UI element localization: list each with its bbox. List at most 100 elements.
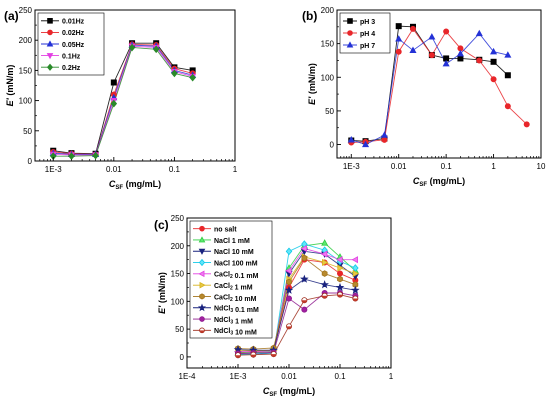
data-point bbox=[286, 278, 292, 286]
data-point bbox=[457, 55, 464, 62]
x-axis-label: CSF (mg/mL) bbox=[263, 386, 315, 398]
y-axis-label-unit: (mN/m) bbox=[307, 63, 317, 97]
data-point bbox=[110, 79, 117, 86]
legend-label: NdCl3 0.1 mM bbox=[214, 306, 259, 315]
data-point-fill bbox=[235, 355, 241, 358]
legend-marker bbox=[346, 41, 354, 48]
data-point bbox=[320, 250, 328, 258]
data-point bbox=[352, 270, 360, 278]
x-tick-label: 0.01 bbox=[281, 372, 297, 381]
y-axis-label-unit: (mN/m) bbox=[5, 65, 15, 99]
legend-text: CaCl bbox=[214, 283, 230, 290]
data-point bbox=[189, 73, 196, 82]
data-point bbox=[321, 292, 328, 299]
data-point bbox=[301, 306, 308, 313]
data-point bbox=[152, 45, 160, 54]
data-point bbox=[409, 46, 417, 53]
chart-panel-1: (a) 1E-3 0.01 0.1 1 0 50 100 150 200 250 CSF (mg/mL… bbox=[4, 6, 238, 191]
y-tick-label: 150 bbox=[171, 270, 185, 279]
x-tick-label: 1E-3 bbox=[230, 372, 247, 381]
legend-entry: NdCl3 0.1 mM bbox=[193, 303, 259, 315]
data-point bbox=[285, 247, 293, 256]
panel-label: (c) bbox=[154, 218, 169, 232]
data-point bbox=[347, 136, 355, 143]
legend-label: pH 3 bbox=[360, 19, 375, 26]
data-point-fill bbox=[352, 298, 358, 302]
y-axis-label-symbol: E' bbox=[307, 96, 317, 105]
legend-text: NdCl bbox=[214, 328, 230, 335]
data-point bbox=[490, 76, 497, 83]
data-point bbox=[285, 267, 292, 275]
legend-text: NaCl 1 mM bbox=[214, 238, 250, 245]
x-axis: 1E-4 1E-3 0.01 0.1 1 bbox=[179, 364, 394, 381]
series-line-1 bbox=[53, 42, 193, 155]
legend-entry: no salt bbox=[193, 225, 237, 233]
legend-entry: CaCl2 0.1 mM bbox=[193, 270, 259, 280]
data-point bbox=[322, 258, 329, 266]
y-tick-label: 100 bbox=[321, 73, 335, 82]
legend-marker bbox=[46, 40, 54, 47]
legend-entry: 0.2Hz bbox=[41, 63, 81, 72]
x-axis-label-subscript: SF bbox=[269, 392, 277, 398]
legend-entry: pH 7 bbox=[343, 41, 375, 50]
data-point bbox=[270, 351, 277, 358]
data-point bbox=[352, 264, 359, 272]
legend-text: CaCl bbox=[214, 272, 230, 279]
legend-text: no salt bbox=[214, 226, 237, 233]
data-point bbox=[320, 280, 329, 289]
legend-label: 0.1Hz bbox=[62, 53, 81, 60]
data-point bbox=[351, 256, 358, 264]
series-line-2 bbox=[53, 43, 193, 155]
x-axis-label-symbol: C bbox=[263, 386, 270, 396]
y-tick-label: 0 bbox=[330, 141, 335, 150]
data-point bbox=[362, 140, 370, 148]
y-tick-label: 0 bbox=[28, 157, 33, 166]
data-point bbox=[337, 264, 344, 272]
legend: 0.01Hz 0.02Hz 0.05Hz 0.1Hz 0.2Hz bbox=[37, 12, 105, 76]
x-tick-label: 0.01 bbox=[106, 165, 122, 174]
y-tick-label: 50 bbox=[23, 127, 32, 136]
data-point bbox=[490, 47, 498, 55]
legend-marker-fill bbox=[199, 330, 205, 333]
data-point bbox=[490, 58, 497, 65]
data-point bbox=[336, 256, 343, 264]
data-point bbox=[442, 59, 450, 67]
data-point bbox=[300, 245, 307, 253]
legend-marker bbox=[198, 258, 206, 267]
y-tick-label: 100 bbox=[19, 97, 33, 106]
legend-text: 0.1 mM bbox=[233, 307, 259, 314]
data-point bbox=[285, 323, 292, 330]
legend-subscript: 2 bbox=[230, 297, 233, 303]
legend-label: NaCl 1 mM bbox=[214, 238, 250, 245]
y-axis-label-unit: (mN/m) bbox=[157, 272, 167, 306]
legend-entry: 0.02Hz bbox=[41, 29, 85, 37]
data-point bbox=[335, 282, 345, 292]
series-line-4 bbox=[53, 45, 193, 156]
legend: no salt NaCl 1 mM NaCl 10 mM NaCl 100 mM CaC… bbox=[189, 220, 273, 339]
legend-entry: NaCl 100 mM bbox=[193, 258, 258, 267]
legend-text: NaCl 100 mM bbox=[214, 260, 258, 267]
legend-entry: pH 3 bbox=[343, 18, 375, 26]
legend-marker bbox=[198, 236, 206, 243]
data-point bbox=[381, 136, 388, 143]
y-axis: 0 50 100 150 200 bbox=[321, 6, 341, 150]
data-point bbox=[128, 43, 136, 52]
series-line-3 bbox=[53, 44, 193, 155]
legend-label: no salt bbox=[214, 226, 237, 233]
legend-subscript: 2 bbox=[230, 285, 233, 291]
data-point bbox=[395, 23, 402, 30]
x-axis-label-unit: (mg/mL) bbox=[427, 176, 465, 186]
y-tick-label: 100 bbox=[171, 297, 185, 306]
data-point bbox=[475, 29, 483, 37]
data-point bbox=[250, 351, 257, 358]
legend-subscript: 3 bbox=[230, 319, 233, 325]
legend: pH 3 pH 4 pH 7 bbox=[339, 12, 391, 54]
legend-label: pH 7 bbox=[360, 43, 375, 50]
y-axis-label-symbol: E' bbox=[5, 97, 15, 106]
x-tick-label: 1 bbox=[389, 372, 394, 381]
data-point bbox=[395, 35, 403, 42]
legend-entry: NaCl 1 mM bbox=[193, 236, 250, 245]
y-tick-label: 50 bbox=[325, 107, 334, 116]
y-axis-label-symbol: E' bbox=[157, 305, 167, 314]
x-axis-label-symbol: C bbox=[413, 176, 420, 186]
